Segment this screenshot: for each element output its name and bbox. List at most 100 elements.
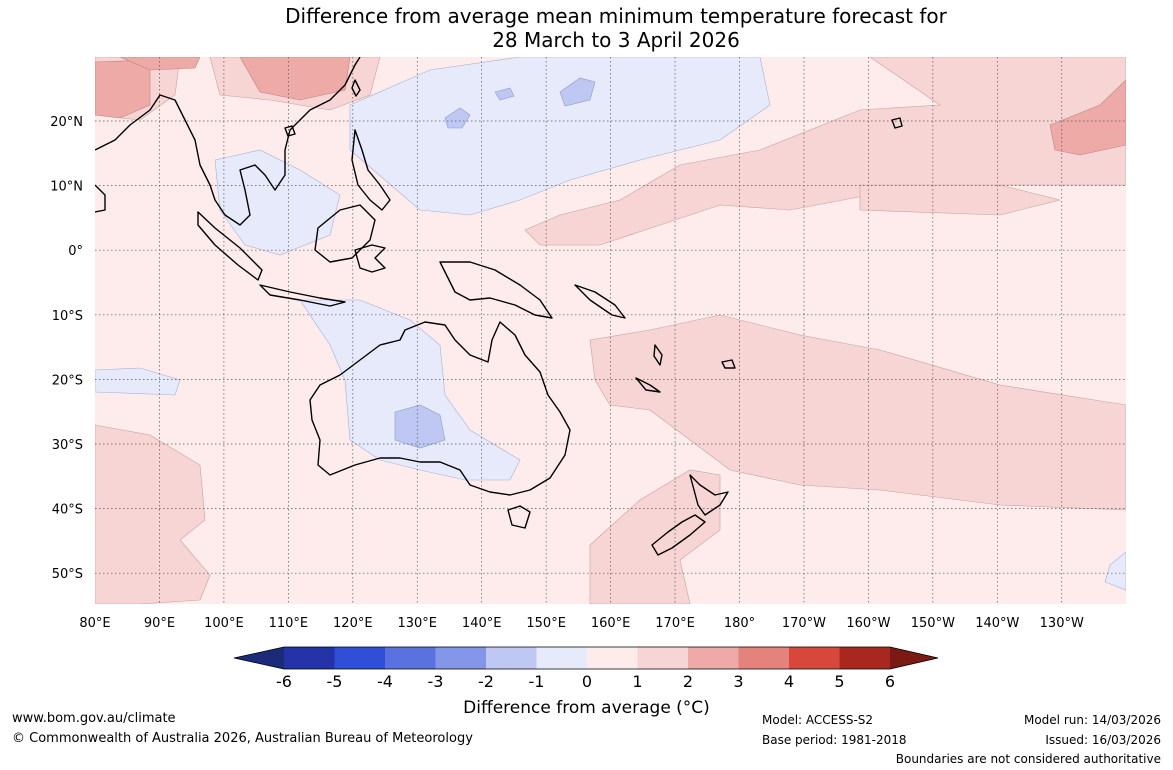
coast-taiwan (351, 79, 361, 97)
colorbar: -6 -5 -4 -3 -2 -1 0 1 2 3 4 5 6 (233, 646, 939, 691)
boundary-disclaimer: Boundaries are not considered authoritat… (895, 752, 1161, 766)
graticule (95, 57, 1126, 604)
coast-tasmania (507, 505, 531, 529)
colorbar-tick-label: 3 (733, 672, 743, 691)
colder-patch-pacific-2 (444, 107, 471, 129)
coast-fiji (721, 359, 736, 369)
coast-sulawesi (354, 244, 386, 273)
coast-solomon (574, 284, 626, 319)
coast-borneo (314, 204, 376, 263)
latitude-label: 0° (68, 244, 83, 259)
colorbar-tick-label: 2 (683, 672, 693, 691)
coast-australia (309, 321, 571, 496)
longitude-label: 170°W (782, 616, 826, 631)
coast-hawaii (891, 117, 903, 129)
colorbar-swatch (839, 647, 891, 669)
colorbar-swatch (587, 647, 638, 669)
longitude-label: 110°E (269, 616, 309, 631)
cool-region-philippine-sea (349, 57, 771, 216)
latitude-label: 40°S (52, 503, 83, 518)
cool-region-indian-ocean (95, 367, 181, 396)
colorbar-swatch (334, 647, 386, 669)
base-period: Base period: 1981-2018 (762, 733, 907, 747)
coast-new-zealand-north (689, 474, 729, 516)
longitude-label: 90°E (144, 616, 175, 631)
colorbar-tick-label: -1 (529, 672, 545, 691)
colorbar-tick-label: -3 (428, 672, 444, 691)
colorbar-min-arrow (234, 647, 284, 669)
longitude-label: 180° (724, 616, 755, 631)
coast-new-guinea (439, 261, 553, 319)
title-line-1: Difference from average mean minimum tem… (285, 4, 947, 28)
hot-patch-tibet (119, 57, 201, 71)
latitude-label: 50°S (52, 567, 83, 582)
colorbar-tick-label: 5 (834, 672, 844, 691)
coast-java (259, 284, 346, 307)
colorbar-outline (233, 646, 939, 670)
colorbar-tick-label: 4 (784, 672, 794, 691)
warm-band-south (589, 314, 1126, 511)
longitude-label: 140°W (975, 616, 1019, 631)
coast-sumatra (197, 211, 263, 281)
colorbar-swatch (789, 647, 840, 669)
colder-patch-pacific-3 (494, 87, 515, 101)
colorbar-swatch (688, 647, 739, 669)
colorbar-label: Difference from average (°C) (463, 698, 710, 718)
colorbar-swatch (536, 647, 588, 669)
cool-region-maritime (214, 149, 341, 256)
latitude-label: 20°S (52, 373, 83, 388)
title-line-2: 28 March to 3 April 2026 (492, 28, 740, 52)
colorbar-tick-label: -4 (377, 672, 393, 691)
coast-philippines (351, 129, 391, 211)
colorbar-swatch (385, 647, 436, 669)
cool-region-far-east (1104, 551, 1126, 591)
colorbar-swatch (486, 647, 537, 669)
longitude-label: 80°E (79, 616, 110, 631)
colorbar-swatch (738, 647, 790, 669)
longitude-label: 130°E (397, 616, 437, 631)
warm-patch-southwest (95, 424, 211, 604)
colorbar-tick-label: 1 (632, 672, 642, 691)
colorbar-swatch (435, 647, 487, 669)
longitude-label: 100°E (204, 616, 244, 631)
longitude-label: 120°E (333, 616, 373, 631)
colder-patch-pacific-1 (559, 77, 596, 107)
coast-new-caledonia (635, 377, 661, 393)
coast-new-zealand-south (651, 514, 706, 556)
cool-region-australia (299, 299, 521, 481)
hot-patch-hawaii-east (1049, 79, 1126, 156)
colder-patch-australia (394, 404, 446, 449)
latitude-labels: 20°N 10°N 0° 10°S 20°S 30°S 40°S 50°S (50, 115, 83, 582)
latitude-label: 10°N (50, 180, 83, 195)
colorbar-max-arrow (890, 647, 938, 669)
latitude-label: 30°S (52, 438, 83, 453)
coastlines (95, 57, 903, 556)
longitude-label: 160°W (846, 616, 890, 631)
longitude-labels: 80°E 90°E 100°E 110°E 120°E 130°E 140°E 150°E 16… (79, 616, 1084, 631)
colorbar-swatch (637, 647, 689, 669)
longitude-label: 140°E (462, 616, 502, 631)
warm-patch-nz (589, 469, 721, 604)
coast-india (95, 184, 106, 213)
model-run-date: Model run: 14/03/2026 (1023, 713, 1161, 727)
colorbar-swatch (284, 647, 335, 669)
model-name: Model: ACCESS-S2 (762, 713, 874, 727)
website-link[interactable]: www.bom.gov.au/climate (12, 711, 176, 726)
coast-vanuatu (653, 344, 663, 366)
latitude-label: 10°S (52, 309, 83, 324)
issued-date: Issued: 16/03/2026 (1045, 733, 1161, 747)
warm-patch-east-pacific (859, 184, 1061, 216)
colorbar-tick-label: 0 (582, 672, 592, 691)
coast-asia-mainland (95, 57, 361, 226)
longitude-label: 150°E (526, 616, 566, 631)
longitude-label: 170°E (655, 616, 695, 631)
longitude-label: 150°W (911, 616, 955, 631)
coast-hainan (284, 125, 296, 137)
colorbar-tick-label: -2 (478, 672, 494, 691)
longitude-label: 160°E (591, 616, 631, 631)
longitude-label: 130°W (1040, 616, 1084, 631)
colorbar-tick-label: 6 (885, 672, 895, 691)
colorbar-tick-label: -5 (327, 672, 343, 691)
latitude-label: 20°N (50, 115, 83, 130)
